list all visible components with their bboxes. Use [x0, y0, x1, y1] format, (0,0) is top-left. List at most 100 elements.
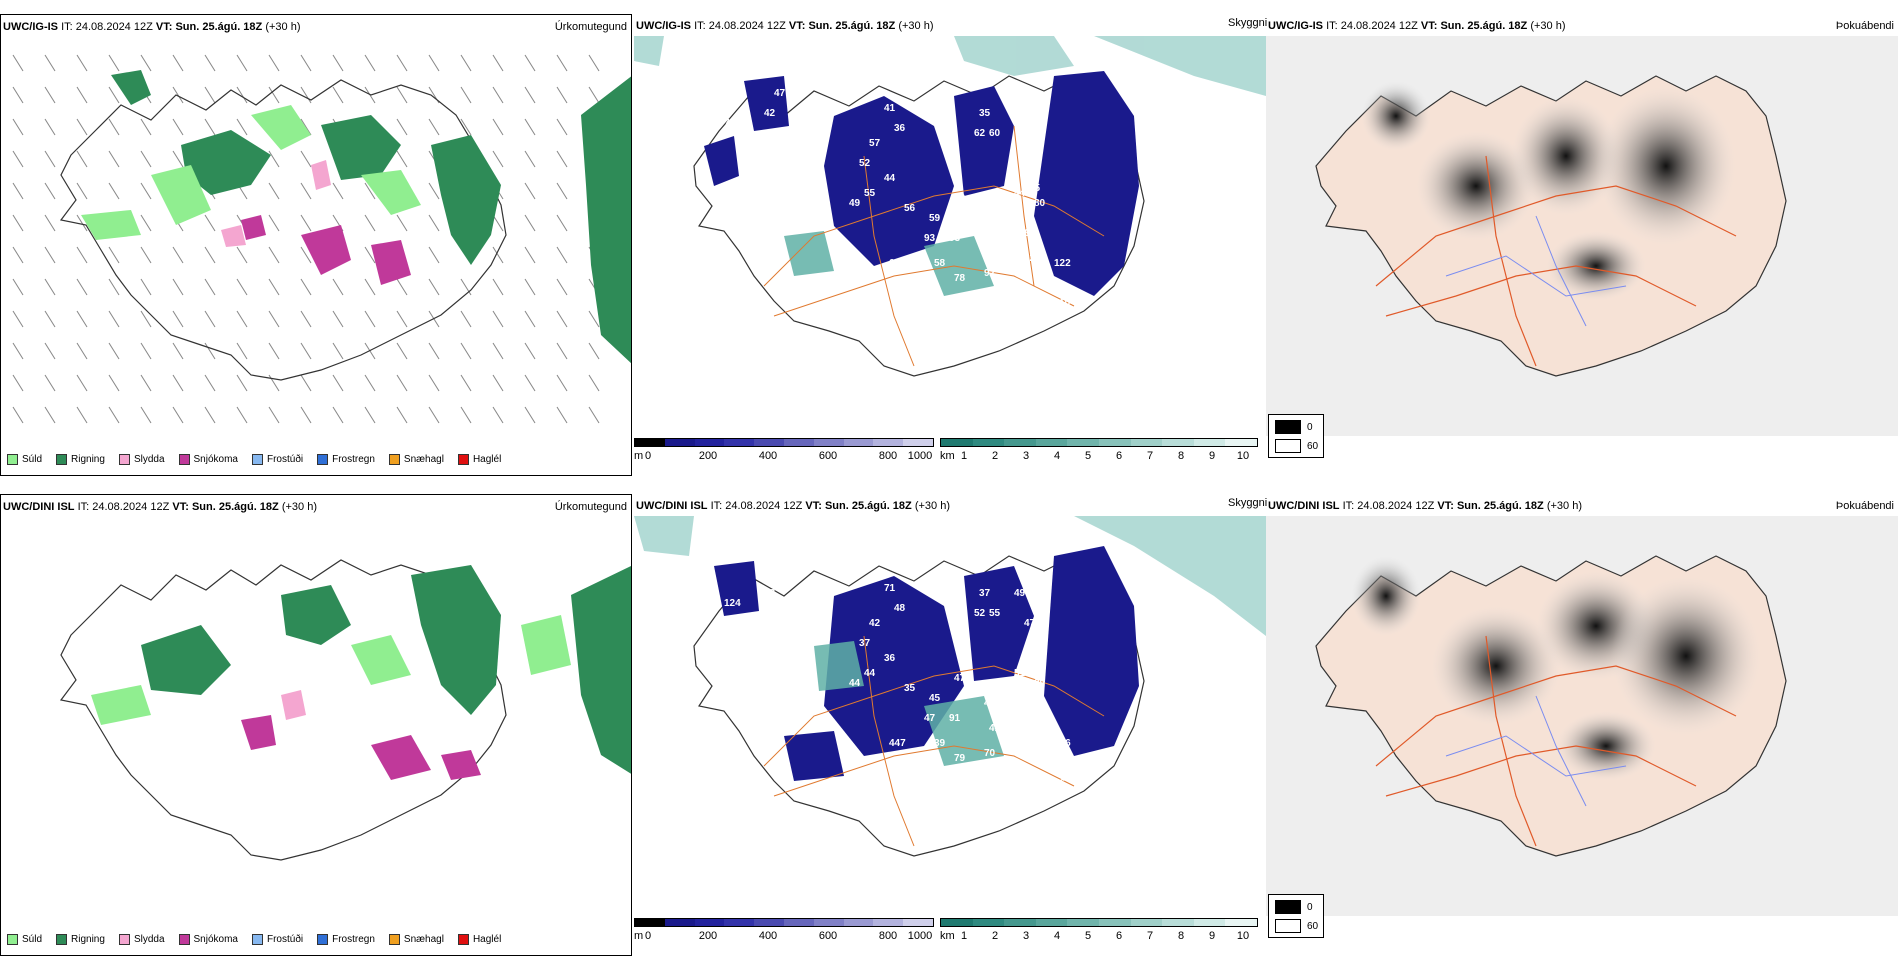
wind-barb	[236, 86, 248, 104]
wind-barb	[492, 214, 504, 232]
wind-barb	[524, 86, 536, 104]
cloudbase-strip	[634, 918, 934, 927]
wind-barb	[556, 150, 568, 168]
wind-barb	[12, 214, 24, 232]
wind-barb	[524, 406, 536, 424]
wind-barb	[396, 406, 408, 424]
rain-areas	[111, 70, 631, 364]
fog-title: Þokuábendi	[1835, 500, 1894, 512]
wind-barb	[12, 342, 24, 360]
height-value-label: 44	[1014, 188, 1026, 199]
cloudbase-strip	[634, 438, 934, 447]
wind-barb	[524, 150, 536, 168]
wind-barb	[108, 118, 120, 136]
wind-barb	[300, 150, 312, 168]
wind-barb	[236, 278, 248, 296]
wind-barb	[588, 374, 600, 392]
wind-barb	[300, 406, 312, 424]
legend-item-snaehagl: Snæhagl	[388, 934, 444, 945]
height-value-label: 67	[974, 308, 986, 319]
road-network	[1375, 155, 1737, 367]
wind-barb	[492, 374, 504, 392]
wind-barb	[524, 278, 536, 296]
wind-barb	[460, 118, 472, 136]
legend-item-snaehagl: Snæhagl	[388, 454, 444, 465]
wind-barb	[172, 278, 184, 296]
wind-barb	[108, 246, 120, 264]
height-value-label: 93	[924, 233, 936, 244]
height-value-label: 37	[859, 638, 871, 649]
precip-type-panel-row1: UWC/IG-IS IT: 24.08.2024 12Z VT: Sun. 25…	[0, 14, 632, 476]
height-value-label: 44	[864, 668, 876, 679]
wind-barb	[172, 406, 184, 424]
iceland-coastline	[693, 555, 1145, 857]
wind-barb	[460, 54, 472, 72]
wind-barb	[44, 278, 56, 296]
wind-barb	[12, 374, 24, 392]
wind-barb	[172, 86, 184, 104]
fog-title: Þokuábendi	[1835, 20, 1894, 32]
wind-barb	[588, 54, 600, 72]
wind-barb	[44, 406, 56, 424]
wind-barb	[76, 406, 88, 424]
height-value-label: 45	[989, 243, 1001, 254]
wind-barb	[428, 374, 440, 392]
wind-barb	[44, 214, 56, 232]
height-value-label: 55	[989, 608, 1001, 619]
wind-barb	[268, 246, 280, 264]
wind-barb	[12, 278, 24, 296]
wind-barb	[204, 86, 216, 104]
wind-barb	[140, 246, 152, 264]
wind-barb	[396, 310, 408, 328]
wind-barb	[172, 310, 184, 328]
wind-barb	[300, 182, 312, 200]
wind-barb	[364, 182, 376, 200]
legend-item-slydda: Slydda	[118, 934, 165, 945]
height-value-label: 38	[1024, 138, 1036, 149]
wind-barb	[300, 118, 312, 136]
height-value-label: 52	[864, 793, 876, 804]
wind-barb	[236, 118, 248, 136]
height-value-label: 49	[1014, 588, 1026, 599]
river-network	[1445, 695, 1627, 807]
wind-barb	[204, 278, 216, 296]
wind-barb	[268, 342, 280, 360]
visibility-colorbar: km 1 2 3 4 5 6 7 8 9 10	[940, 918, 1258, 948]
wind-barb	[364, 54, 376, 72]
legend-item-frostregn: Frostregn	[317, 454, 375, 465]
low-vis-areas	[814, 641, 1004, 766]
height-value-label: 52	[859, 158, 871, 169]
visibility-title: Skyggni	[1228, 17, 1268, 29]
wind-barb	[204, 342, 216, 360]
height-value-label: 79	[954, 753, 966, 764]
height-value-label: 59	[984, 218, 996, 229]
visibility-areas	[634, 516, 1266, 636]
wind-barb	[140, 118, 152, 136]
height-value-label: 47	[774, 88, 786, 99]
wind-barb	[492, 310, 504, 328]
wind-barb	[396, 214, 408, 232]
wind-barb	[44, 182, 56, 200]
wind-barb	[428, 342, 440, 360]
wind-barb	[140, 374, 152, 392]
wind-barb	[76, 182, 88, 200]
wind-barb	[556, 118, 568, 136]
height-value-label: 54	[784, 548, 796, 559]
wind-barb	[428, 118, 440, 136]
wind-barb	[268, 182, 280, 200]
wind-barb	[76, 342, 88, 360]
height-value-label: 55	[879, 303, 891, 314]
panel-title: UWC/IG-IS IT: 24.08.2024 12Z VT: Sun. 25…	[1268, 20, 1566, 32]
wind-barb	[332, 86, 344, 104]
height-value-label: 61	[889, 258, 901, 269]
height-value-label: 41	[884, 103, 896, 114]
height-value-label: 76	[724, 118, 736, 129]
precip-type-panel-row2: UWC/DINI ISL IT: 24.08.2024 12Z VT: Sun.…	[0, 494, 632, 956]
legend-item-frostudi: Frostúði	[251, 934, 303, 945]
wind-barb	[204, 214, 216, 232]
visibility-areas	[634, 36, 1266, 96]
wind-barb	[108, 310, 120, 328]
height-value-label: 74	[974, 788, 986, 799]
wind-barb	[332, 406, 344, 424]
